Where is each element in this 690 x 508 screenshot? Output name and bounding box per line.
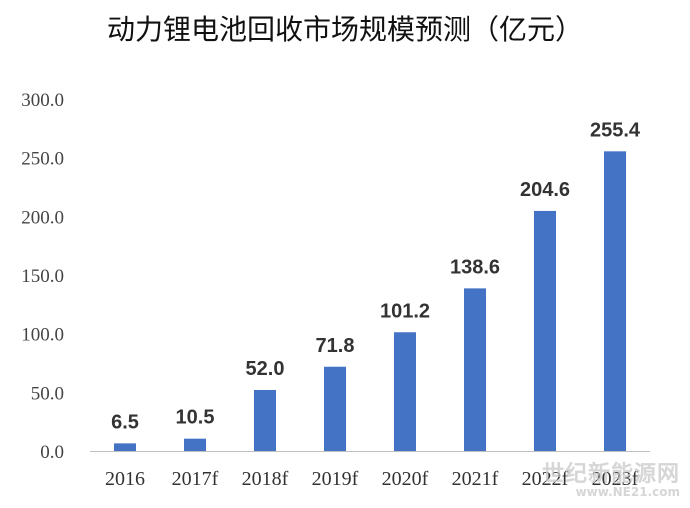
watermark-logo: 世纪新能源网 www.NE21.com	[541, 462, 680, 499]
y-tick-label: 300.0	[21, 90, 64, 111]
bar-2018f	[254, 389, 276, 451]
bars	[114, 151, 626, 451]
x-tick-label-2016: 2016	[105, 468, 145, 490]
y-tick-label: 100.0	[21, 325, 64, 346]
data-label-2020f: 101.2	[380, 300, 430, 322]
x-tick-label-2018f: 2018f	[242, 468, 289, 490]
data-label-2017f: 10.5	[176, 407, 215, 429]
data-label-2019f: 71.8	[316, 335, 355, 357]
data-label-2022f: 204.6	[520, 179, 570, 201]
bar-2017f	[184, 438, 206, 451]
bar-2020f	[394, 332, 416, 451]
data-label-2016: 6.5	[111, 411, 139, 433]
y-tick-label: 200.0	[21, 207, 64, 228]
x-axis-ticks: 2016 2017f 2018f 2019f 2020f 2021f 2022f 2023f	[105, 468, 639, 490]
x-tick-label-2021f: 2021f	[452, 468, 499, 490]
x-tick-label-2022f: 2022f	[522, 468, 569, 490]
x-tick-label-2019f: 2019f	[312, 468, 359, 490]
watermark-text: 世纪新能源网	[541, 462, 680, 487]
bar-2016	[114, 443, 136, 451]
bar-2023f	[604, 151, 626, 451]
data-labels: 6.5 10.5 52.0 71.8 101.2 138.6 204.6 255.4	[111, 119, 641, 433]
data-label-2018f: 52.0	[246, 358, 285, 380]
y-axis-ticks: 0.0 50.0 100.0 150.0 200.0 250.0 300.0	[21, 90, 64, 463]
y-tick-label: 250.0	[21, 149, 64, 170]
y-tick-label: 150.0	[21, 266, 64, 287]
bar-2021f	[464, 288, 486, 451]
data-label-2023f: 255.4	[590, 119, 641, 141]
x-tick-label-2017f: 2017f	[172, 468, 219, 490]
watermark-url: www.NE21.com	[575, 485, 680, 499]
bar-2019f	[324, 366, 346, 451]
y-tick-label: 50.0	[31, 383, 64, 404]
x-tick-label-2023f: 2023f	[592, 468, 639, 490]
bar-2022f	[534, 210, 556, 451]
x-tick-label-2020f: 2020f	[382, 468, 429, 490]
y-tick-label: 0.0	[40, 442, 64, 463]
data-label-2021f: 138.6	[450, 256, 500, 278]
chart-title: 动力锂电池回收市场规模预测（亿元）	[106, 13, 583, 46]
